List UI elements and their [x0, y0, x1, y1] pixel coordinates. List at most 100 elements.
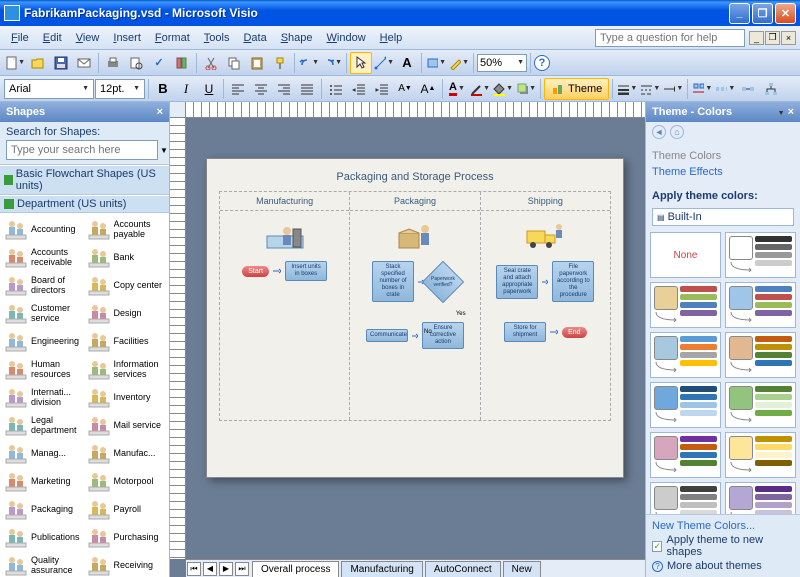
zoom-combo[interactable]: 50%▼	[477, 54, 527, 72]
theme-swatch-2[interactable]	[725, 282, 796, 328]
lane-packaging[interactable]: Packaging Stack specified number of boxe…	[350, 192, 480, 420]
shape-marketing[interactable]: Marketing	[2, 467, 85, 495]
theme-swatch-4[interactable]	[725, 332, 796, 378]
line-weight-button[interactable]: ▼	[616, 78, 638, 100]
new-button[interactable]: ▼	[4, 52, 26, 74]
process-ensure[interactable]: Ensure corrective action	[422, 322, 464, 349]
underline-button[interactable]: U	[198, 78, 220, 100]
print-preview-button[interactable]	[125, 52, 147, 74]
mdi-close[interactable]: ×	[781, 31, 796, 45]
shape-manag-[interactable]: Manag...	[2, 439, 85, 467]
theme-swatch-8[interactable]	[725, 432, 796, 478]
shape-publications[interactable]: Publications	[2, 523, 85, 551]
shape-receiving[interactable]: Receiving	[85, 551, 168, 577]
stencil-department[interactable]: Department (US units)	[0, 195, 169, 213]
shape-quality-assurance[interactable]: Quality assurance	[2, 551, 85, 577]
drawing-page[interactable]: Packaging and Storage Process Manufactur…	[206, 158, 624, 478]
distribute-button[interactable]: ▼	[714, 78, 736, 100]
theme-back-icon[interactable]: ◄	[652, 125, 666, 139]
tab-prev[interactable]: ◀	[203, 562, 217, 576]
theme-swatch-10[interactable]	[725, 482, 796, 514]
theme-swatch-0[interactable]	[725, 232, 796, 278]
menu-window[interactable]: Window	[320, 29, 373, 47]
menu-data[interactable]: Data	[236, 29, 273, 47]
menu-shape[interactable]: Shape	[274, 29, 320, 47]
layout-button[interactable]	[760, 78, 782, 100]
maximize-button[interactable]: ❐	[752, 3, 773, 24]
shape-human-resources[interactable]: Human resources	[2, 355, 85, 383]
pencil-tool[interactable]: ▼	[448, 52, 470, 74]
theme-home-icon[interactable]: ⌂	[670, 125, 684, 139]
lane-manufacturing[interactable]: Manufacturing Start Insert units in boxe…	[220, 192, 350, 420]
menu-view[interactable]: View	[69, 29, 107, 47]
menu-insert[interactable]: Insert	[106, 29, 148, 47]
theme-panel-close[interactable]: ×	[788, 106, 794, 118]
start-shape[interactable]: Start	[242, 266, 269, 277]
menu-help[interactable]: Help	[373, 29, 410, 47]
undo-button[interactable]: ▼	[298, 52, 320, 74]
mdi-minimize[interactable]: _	[749, 31, 764, 45]
fill-color-button[interactable]: ▼	[492, 78, 514, 100]
pointer-tool[interactable]	[350, 52, 372, 74]
shape-mail-service[interactable]: Mail service	[85, 411, 168, 439]
tab-new[interactable]: New	[503, 561, 541, 577]
tab-first[interactable]: ⏮	[187, 562, 201, 576]
more-about-themes-link[interactable]: ?More about themes	[652, 559, 794, 573]
shape-packaging[interactable]: Packaging	[2, 495, 85, 523]
increase-font-button[interactable]: A▲	[417, 78, 439, 100]
align-shapes-button[interactable]: ▼	[691, 78, 713, 100]
align-left-button[interactable]	[227, 78, 249, 100]
format-painter-button[interactable]	[269, 52, 291, 74]
shape-accounts-receivable[interactable]: Accounts receivable	[2, 243, 85, 271]
shape-copy-center[interactable]: Copy center	[85, 271, 168, 299]
print-button[interactable]	[102, 52, 124, 74]
copy-button[interactable]	[223, 52, 245, 74]
process-file[interactable]: File paperwork according to the procedur…	[552, 261, 594, 302]
shape-payroll[interactable]: Payroll	[85, 495, 168, 523]
shape-accounts-payable[interactable]: Accounts payable	[85, 215, 168, 243]
theme-none[interactable]: None	[650, 232, 721, 278]
font-size-combo[interactable]: 12pt.▼	[95, 79, 145, 99]
theme-swatch-7[interactable]	[650, 432, 721, 478]
menu-format[interactable]: Format	[148, 29, 197, 47]
process-stack[interactable]: Stack specified number of boxes in crate	[372, 261, 414, 302]
menu-tools[interactable]: Tools	[197, 29, 237, 47]
font-color-button[interactable]: A▼	[446, 78, 468, 100]
open-button[interactable]	[27, 52, 49, 74]
apply-to-new-checkbox[interactable]: ✓Apply theme to new shapes	[652, 533, 794, 559]
rectangle-tool[interactable]: ▼	[425, 52, 447, 74]
bold-button[interactable]: B	[152, 78, 174, 100]
theme-swatch-6[interactable]	[725, 382, 796, 428]
shape-motorpool[interactable]: Motorpool	[85, 467, 168, 495]
shape-facilities[interactable]: Facilities	[85, 327, 168, 355]
line-pattern-button[interactable]: ▼	[639, 78, 661, 100]
minimize-button[interactable]: _	[729, 3, 750, 24]
spelling-button[interactable]: ✓	[148, 52, 170, 74]
theme-effects-link[interactable]: Theme Effects	[652, 164, 794, 180]
shapes-panel-close[interactable]: ×	[157, 106, 163, 118]
shape-inventory[interactable]: Inventory	[85, 383, 168, 411]
menu-file[interactable]: File	[4, 29, 36, 47]
shape-accounting[interactable]: Accounting	[2, 215, 85, 243]
italic-button[interactable]: I	[175, 78, 197, 100]
tab-next[interactable]: ▶	[219, 562, 233, 576]
shape-customer-service[interactable]: Customer service	[2, 299, 85, 327]
cut-button[interactable]	[200, 52, 222, 74]
help-search-input[interactable]	[595, 29, 745, 47]
shape-engineering[interactable]: Engineering	[2, 327, 85, 355]
save-button[interactable]	[50, 52, 72, 74]
theme-swatch-3[interactable]	[650, 332, 721, 378]
theme-colors-link[interactable]: Theme Colors	[652, 148, 794, 164]
line-ends-button[interactable]: ▼	[662, 78, 684, 100]
theme-swatch-5[interactable]	[650, 382, 721, 428]
process-insert[interactable]: Insert units in boxes	[285, 261, 327, 281]
close-button[interactable]: ✕	[775, 3, 796, 24]
drawing-canvas[interactable]: Packaging and Storage Process Manufactur…	[170, 102, 645, 577]
line-color-button[interactable]: ▼	[469, 78, 491, 100]
lane-shipping[interactable]: Shipping Seal crate and attach appropria…	[481, 192, 610, 420]
stencil-basic-flowchart[interactable]: Basic Flowchart Shapes (US units)	[0, 165, 169, 195]
theme-button[interactable]: Theme	[544, 78, 609, 100]
text-tool[interactable]: A	[396, 52, 418, 74]
paste-button[interactable]	[246, 52, 268, 74]
shape-information-services[interactable]: Information services	[85, 355, 168, 383]
